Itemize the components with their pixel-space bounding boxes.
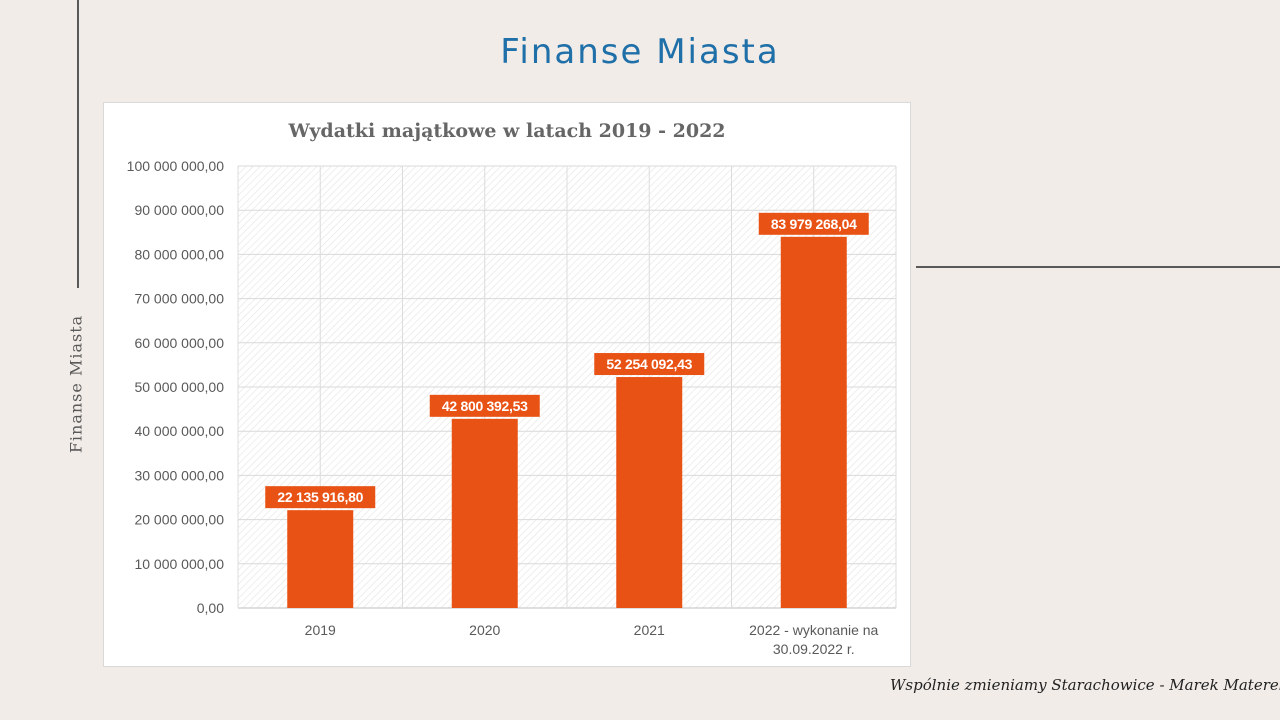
x-category-label: 2022 - wykonanie na 30.09.2022 r. [749,622,878,657]
y-tick-label: 0,00 [197,600,224,616]
x-category-label-line: 2020 [469,622,500,638]
bar [780,236,847,608]
x-category-label-line: 2019 [305,622,336,638]
page-title: Finanse Miasta [500,32,780,72]
data-label-background [265,486,376,509]
y-tick-label: 40 000 000,00 [134,423,224,439]
data-label: 22 135 916,80 [277,489,363,505]
data-label: 83 979 268,04 [771,216,857,232]
y-tick-label: 100 000 000,00 [127,158,225,174]
y-tick-label: 50 000 000,00 [134,379,224,395]
left-vertical-rule [77,0,79,288]
y-tick-label: 10 000 000,00 [134,556,224,572]
bar [616,377,683,608]
right-horizontal-rule [916,266,1280,268]
side-section-label: Finanse Miasta [66,314,86,454]
footer-signature: Wspólnie zmieniamy Starachowice - Marek … [890,676,1280,694]
data-label-background [594,353,705,376]
y-tick-label: 80 000 000,00 [134,246,224,262]
x-category-label-line: 2021 [634,622,665,638]
y-tick-label: 20 000 000,00 [134,512,224,528]
data-label-background [429,394,540,417]
bar-chart: 0,00 10 000 000,00 20 000 000,00 30 000 000… [103,102,911,667]
bar [451,418,518,608]
y-tick-label: 90 000 000,00 [134,202,224,218]
chart-title: Wydatki majątkowe w latach 2019 - 2022 [287,120,725,142]
x-category-label-line: 2022 - wykonanie na [749,622,878,638]
y-tick-label: 60 000 000,00 [134,335,224,351]
x-category-label-line: 30.09.2022 r. [773,641,855,657]
x-category-label: 2019 [305,622,336,638]
y-tick-label: 30 000 000,00 [134,467,224,483]
data-label: 52 254 092,43 [606,356,692,372]
bar [287,510,354,608]
data-label-background [758,212,869,235]
y-tick-label: 70 000 000,00 [134,291,224,307]
data-label: 42 800 392,53 [442,398,528,414]
x-category-label: 2021 [634,622,665,638]
chart-canvas: 0,00 10 000 000,00 20 000 000,00 30 000 000… [127,120,897,657]
x-category-label: 2020 [469,622,500,638]
